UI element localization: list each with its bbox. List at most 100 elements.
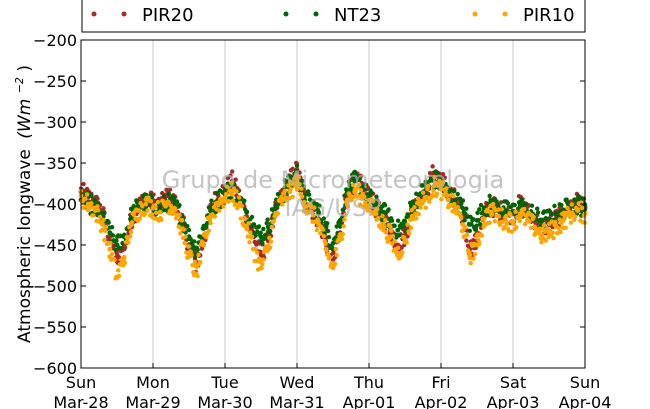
data-point [89,201,94,206]
data-point [306,210,311,215]
data-point [369,190,374,195]
data-point [487,193,492,199]
data-point [249,234,255,239]
data-point [102,210,107,216]
y-tick-label: −600 [33,359,77,378]
data-point [573,214,578,219]
data-point [95,204,100,209]
data-point [550,230,555,235]
data-point [120,241,125,246]
y-tick-label: −250 [33,72,77,91]
data-point [344,187,349,192]
data-point [420,190,426,195]
data-point [112,257,117,263]
data-point [229,180,234,185]
data-point [242,198,247,203]
data-point [249,214,255,220]
data-point [468,260,473,266]
x-tick-label-date: Mar-28 [53,393,108,409]
data-point [529,203,535,208]
data-point [548,211,554,217]
data-point [342,193,347,198]
data-point [382,224,387,230]
y-axis-label-text: Atmospheric longwave [15,149,35,343]
data-point [424,196,429,201]
data-point [128,234,133,239]
data-point [480,210,485,215]
legend-marker [91,11,97,17]
data-point [287,196,292,201]
data-point [160,190,165,196]
data-point [383,230,389,235]
data-point [119,246,124,251]
data-point [444,186,449,191]
x-tick-label-day: Sun [66,373,96,392]
data-point [280,202,285,207]
data-point [445,193,450,198]
data-point [279,194,284,200]
data-point [407,231,412,236]
data-point [552,203,557,209]
data-point [472,251,478,257]
data-point [109,251,115,257]
data-point [110,233,116,238]
data-point [551,235,556,241]
data-point [191,239,197,244]
data-point [559,202,564,208]
data-point [84,192,90,197]
data-point [149,195,155,200]
data-point [503,213,509,219]
data-point [196,252,201,258]
data-point [445,197,451,203]
data-point [207,216,212,222]
data-point [190,263,195,268]
data-point [192,259,198,265]
data-point [358,187,364,193]
data-point [295,185,301,190]
data-point [181,227,187,232]
data-point [195,247,200,252]
watermark: Grupo de Micrometeorologia IAG/USP [162,166,504,222]
data-point [434,191,440,197]
data-point [455,204,460,210]
data-point [325,228,331,234]
data-point [185,223,190,229]
data-point [172,195,177,201]
legend-marker [121,11,127,17]
data-point [337,219,342,224]
data-point [224,184,230,189]
data-point [464,206,469,211]
x-tick-label-day: Thu [353,373,384,392]
data-point [450,209,455,214]
data-point [323,241,328,247]
data-point [565,205,570,211]
data-point [479,233,485,238]
data-point [402,219,408,224]
data-point [473,226,479,232]
data-point [339,236,345,242]
data-point [128,229,134,235]
data-point [271,219,276,224]
data-point [553,219,558,225]
data-point [306,192,312,197]
data-point [540,226,545,231]
data-point [290,194,295,200]
data-point [248,230,253,235]
data-point [108,240,113,246]
data-point [575,207,580,212]
y-axis-label-unit: (Wm [15,99,35,139]
data-point [395,227,401,233]
data-point [562,214,568,219]
data-point [81,181,86,187]
data-point [209,198,214,203]
data-point [83,196,88,201]
data-point [363,182,369,187]
data-point [265,248,270,254]
data-point [460,228,466,233]
data-point [157,210,162,215]
data-point [174,199,180,204]
data-point [161,194,167,199]
data-point [477,207,482,212]
data-point [486,209,492,214]
y-axis-label: Atmospheric longwave (Wm −2 ) [8,65,35,343]
